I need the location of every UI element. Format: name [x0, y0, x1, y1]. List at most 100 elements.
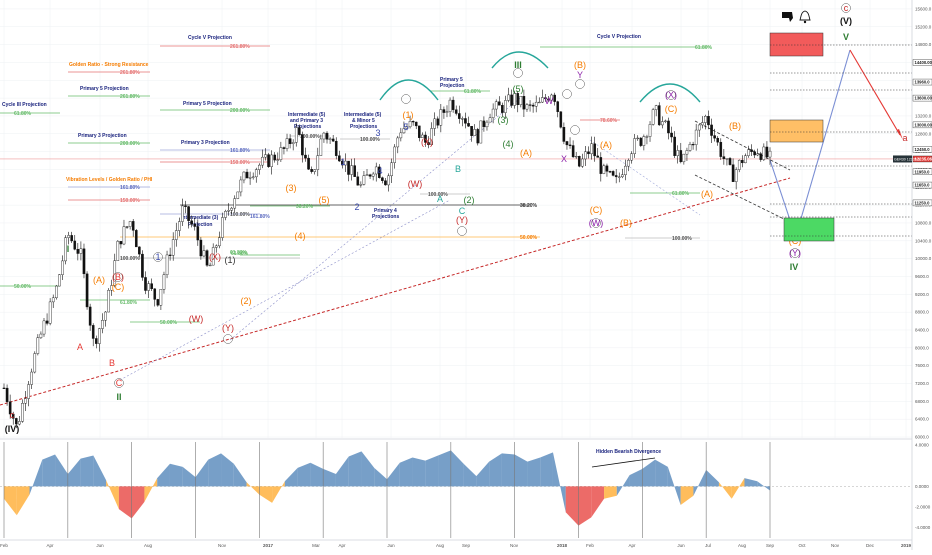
candle-body: [126, 227, 128, 228]
candle-body: [89, 307, 91, 325]
candle-body: [292, 142, 294, 143]
candle-body: [267, 155, 269, 167]
wave-label: B: [455, 164, 461, 174]
price-tick-label: 6400.0: [915, 417, 929, 422]
wave-label: (1): [403, 110, 414, 120]
candle-body: [172, 240, 174, 256]
candle-body: [597, 156, 599, 157]
candle-body: [307, 158, 309, 169]
candle-body: [283, 148, 285, 149]
candle-body: [714, 136, 716, 139]
fib-label: 50.00%: [14, 284, 32, 290]
candle-body: [729, 158, 731, 164]
candle-body: [372, 174, 374, 176]
candle-body: [670, 133, 672, 137]
wave-label: (X): [421, 137, 433, 147]
candle-body: [769, 151, 771, 157]
candle-body: [735, 170, 737, 182]
price-tick-label: 10400.0: [915, 238, 932, 243]
fib-label: 78.60%: [600, 118, 618, 124]
price-badge-label: 12450.0: [915, 147, 931, 152]
candle-body: [135, 230, 137, 247]
candle-body: [757, 154, 759, 155]
candle-body: [443, 110, 445, 113]
wave-label: 2: [354, 202, 359, 212]
wave-label: (3): [498, 115, 509, 125]
candle-body: [86, 274, 88, 307]
time-tick-label: Nov: [831, 543, 840, 548]
candle-body: [335, 141, 337, 156]
fib-label: 200.00%: [120, 141, 140, 147]
wave-label: (A): [520, 148, 532, 158]
time-tick-label: 2019: [901, 543, 912, 548]
candle-body: [440, 110, 442, 126]
candle-body: [132, 221, 134, 230]
candle-body: [83, 249, 85, 274]
candle-body: [197, 227, 199, 241]
time-tick-label: Nov: [218, 543, 227, 548]
wave-label: Y: [577, 70, 583, 80]
candle-body: [470, 126, 472, 136]
candle-body: [255, 170, 257, 177]
candle-body: [329, 139, 331, 140]
wave-label: c: [10, 410, 15, 420]
osc-area-segment: [527, 458, 540, 487]
wave-label: (1): [225, 255, 236, 265]
candle-body: [624, 166, 626, 175]
fib-label: 61.80%: [695, 45, 713, 51]
candle-body: [514, 93, 516, 105]
candle-body: [677, 150, 679, 155]
candle-body: [203, 251, 205, 256]
candle-body: [101, 320, 103, 328]
wave-label: (5): [513, 84, 524, 94]
time-tick-label: Jun: [387, 543, 395, 548]
wave-label: 5: [403, 122, 408, 132]
wave-label: W: [545, 96, 554, 106]
wave-label: (4): [295, 231, 306, 241]
candle-body: [369, 175, 371, 177]
wave-label: (4): [503, 139, 514, 149]
candle-body: [3, 388, 5, 389]
candle-body: [584, 152, 586, 159]
wave-label: (Y): [789, 248, 801, 258]
wave-label: c: [844, 3, 849, 13]
candle-body: [686, 150, 688, 154]
candle-body: [498, 102, 500, 105]
candle-body: [43, 321, 45, 334]
osc-area-segment: [42, 454, 55, 486]
candle-body: [258, 165, 260, 170]
candle-body: [495, 102, 497, 109]
candle-body: [578, 156, 580, 166]
candle-body: [141, 254, 143, 277]
wave-label: (2): [464, 195, 475, 205]
candle-body: [163, 275, 165, 290]
candle-body: [295, 128, 297, 143]
fib-label: 61.80%: [464, 89, 482, 95]
wave-label: (B): [574, 60, 586, 70]
candle-body: [98, 329, 100, 344]
candle-body: [58, 275, 60, 286]
price-tick-label: 12800.0: [915, 131, 932, 136]
candle-body: [640, 138, 642, 146]
candle-body: [566, 141, 568, 144]
price-badge-label: 11950.0: [915, 169, 931, 174]
candle-body: [563, 127, 565, 141]
candle-body: [37, 338, 39, 354]
candle-body: [363, 176, 365, 185]
candle-body: [634, 139, 636, 154]
fib-label: Projections: [350, 124, 377, 130]
candle-body: [74, 241, 76, 249]
candle-body: [286, 139, 288, 149]
wave-label: (B): [620, 218, 632, 228]
fib-label: 161.80%: [230, 148, 250, 154]
target-box-red: [770, 33, 823, 56]
candle-body: [107, 290, 109, 312]
time-tick-label: Sep: [766, 543, 775, 548]
candle-body: [434, 119, 436, 129]
price-tick-label: 9600.0: [915, 274, 929, 279]
osc-area-segment: [502, 453, 515, 486]
candle-body: [52, 298, 54, 302]
candle-body: [492, 109, 494, 118]
wave-label: (A): [600, 140, 612, 150]
